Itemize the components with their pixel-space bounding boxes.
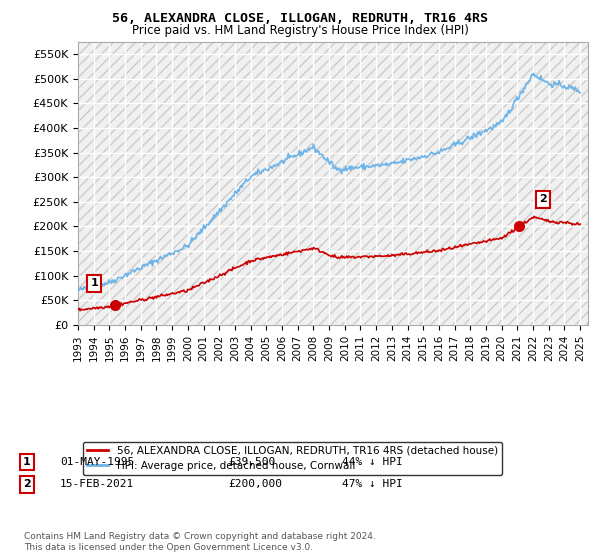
Text: 15-FEB-2021: 15-FEB-2021 xyxy=(60,479,134,489)
Text: 01-MAY-1995: 01-MAY-1995 xyxy=(60,457,134,467)
Text: 47% ↓ HPI: 47% ↓ HPI xyxy=(342,479,403,489)
Text: £200,000: £200,000 xyxy=(228,479,282,489)
Text: 2: 2 xyxy=(539,194,547,204)
Text: 44% ↓ HPI: 44% ↓ HPI xyxy=(342,457,403,467)
Text: 56, ALEXANDRA CLOSE, ILLOGAN, REDRUTH, TR16 4RS: 56, ALEXANDRA CLOSE, ILLOGAN, REDRUTH, T… xyxy=(112,12,488,25)
Text: Price paid vs. HM Land Registry's House Price Index (HPI): Price paid vs. HM Land Registry's House … xyxy=(131,24,469,37)
Text: £39,500: £39,500 xyxy=(228,457,275,467)
Text: 1: 1 xyxy=(23,457,31,467)
Text: 1: 1 xyxy=(90,278,98,288)
Text: 2: 2 xyxy=(23,479,31,489)
Legend: 56, ALEXANDRA CLOSE, ILLOGAN, REDRUTH, TR16 4RS (detached house), HPI: Average p: 56, ALEXANDRA CLOSE, ILLOGAN, REDRUTH, T… xyxy=(83,442,502,475)
Text: Contains HM Land Registry data © Crown copyright and database right 2024.
This d: Contains HM Land Registry data © Crown c… xyxy=(24,532,376,552)
